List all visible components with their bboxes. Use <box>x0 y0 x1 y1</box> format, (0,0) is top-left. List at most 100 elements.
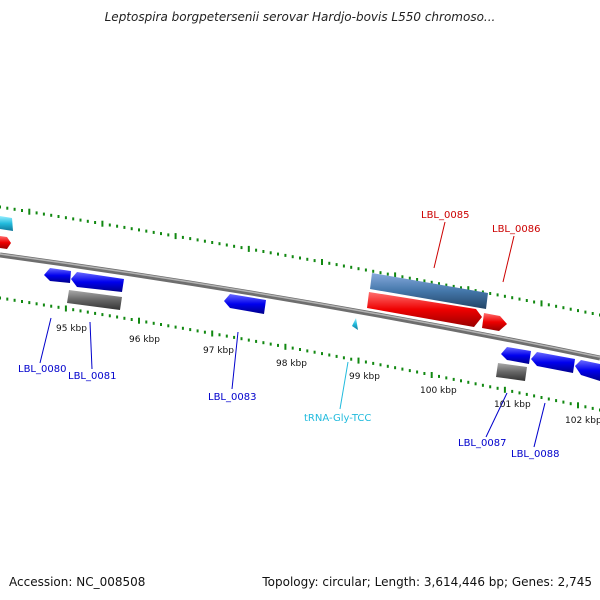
gene-LBL_0085[interactable] <box>367 292 482 327</box>
minor-tick <box>489 292 492 295</box>
minor-tick <box>496 293 499 297</box>
minor-tick <box>401 275 404 279</box>
minor-tick <box>233 335 236 339</box>
major-tick <box>138 317 140 324</box>
gene-LBL_0088[interactable] <box>531 352 575 373</box>
minor-tick <box>313 259 316 263</box>
tick-label: 97 kbp <box>203 346 234 356</box>
minor-tick <box>306 257 309 261</box>
gene-red-partial[interactable] <box>0 236 11 249</box>
gene-label-LBL_0083[interactable]: LBL_0083 <box>208 392 256 403</box>
gene-LBL_0081[interactable] <box>71 272 124 292</box>
minor-tick <box>108 314 111 318</box>
minor-tick <box>86 310 89 314</box>
minor-tick <box>64 216 67 220</box>
minor-tick <box>467 380 470 384</box>
minor-tick <box>101 313 104 317</box>
gene-gray-1[interactable] <box>67 290 122 310</box>
minor-tick <box>291 255 294 259</box>
gene-LBL_0086[interactable] <box>482 313 507 331</box>
minor-tick <box>86 219 89 223</box>
minor-tick <box>57 305 60 309</box>
gene-gray-2[interactable] <box>496 363 527 381</box>
feature-bar-steel[interactable] <box>370 273 488 309</box>
minor-tick <box>430 280 433 284</box>
minor-tick <box>496 386 499 390</box>
minor-tick <box>130 227 133 231</box>
gene-label-LBL_0086[interactable]: LBL_0086 <box>492 224 540 235</box>
minor-tick <box>145 229 148 233</box>
minor-tick <box>364 360 367 364</box>
major-tick <box>430 372 433 378</box>
minor-tick <box>481 290 484 294</box>
minor-tick <box>0 296 1 300</box>
minor-tick <box>423 279 426 283</box>
minor-tick <box>416 370 419 374</box>
gene-LBL_0080[interactable] <box>44 268 71 283</box>
minor-tick <box>313 350 316 354</box>
gene-label-LBL_0085[interactable]: LBL_0085 <box>421 210 469 221</box>
minor-tick <box>277 252 279 256</box>
minor-tick <box>569 307 572 311</box>
minor-tick <box>489 385 492 389</box>
tick-label: 98 kbp <box>276 359 307 369</box>
minor-tick <box>269 251 272 255</box>
minor-tick <box>438 282 440 286</box>
minor-tick <box>584 310 587 314</box>
minor-tick <box>511 389 514 393</box>
minor-tick <box>584 405 587 409</box>
minor-tick <box>57 215 60 218</box>
label-leader-lines <box>39 221 546 448</box>
gene-label-LBL_0081[interactable]: LBL_0081 <box>68 371 116 382</box>
minor-tick <box>233 244 236 248</box>
minor-tick <box>6 206 9 210</box>
major-tick <box>503 386 506 393</box>
gene-LBL_0089-partial[interactable] <box>575 360 600 381</box>
gene-cyan-partial[interactable] <box>0 216 13 231</box>
major-tick <box>211 330 214 337</box>
minor-tick <box>123 225 126 229</box>
gene-LBL_0087[interactable] <box>501 347 531 364</box>
tick-label: 102 kbp <box>565 416 600 426</box>
gene-LBL_0083[interactable] <box>224 294 266 314</box>
gene-label-LBL_0080[interactable]: LBL_0080 <box>18 364 66 375</box>
minor-tick <box>562 306 565 310</box>
minor-tick <box>372 361 375 365</box>
major-tick <box>284 343 287 350</box>
minor-tick <box>291 346 294 350</box>
minor-tick <box>203 239 206 243</box>
minor-tick <box>284 253 287 257</box>
accession-value: NC_008508 <box>76 575 146 589</box>
major-tick <box>28 208 31 215</box>
gene-tRNA-Gly-TCC[interactable] <box>352 318 358 330</box>
minor-tick <box>277 343 279 347</box>
gene-label-tRNA-Gly-TCC[interactable]: tRNA-Gly-TCC <box>304 413 371 424</box>
major-tick <box>467 286 470 293</box>
minor-tick <box>0 205 1 209</box>
minor-tick <box>138 228 140 232</box>
minor-tick <box>218 333 221 337</box>
minor-tick <box>160 232 162 236</box>
minor-tick <box>547 397 550 401</box>
inner-tick-ring <box>0 296 600 412</box>
minor-tick <box>94 311 97 315</box>
minor-tick <box>408 369 411 373</box>
minor-tick <box>189 237 192 241</box>
minor-tick <box>533 394 536 398</box>
minor-tick <box>401 367 404 371</box>
minor-tick <box>408 276 411 280</box>
minor-tick <box>225 334 228 338</box>
minor-tick <box>481 383 484 387</box>
minor-tick <box>547 303 550 307</box>
minor-tick <box>94 221 97 224</box>
major-tick <box>394 272 397 279</box>
minor-tick <box>255 248 258 252</box>
minor-tick <box>321 352 323 356</box>
minor-tick <box>79 218 82 222</box>
minor-tick <box>555 304 558 308</box>
gene-label-LBL_0087[interactable]: LBL_0087 <box>458 438 506 449</box>
minor-tick <box>460 379 462 383</box>
gene-label-LBL_0088[interactable]: LBL_0088 <box>511 449 559 460</box>
